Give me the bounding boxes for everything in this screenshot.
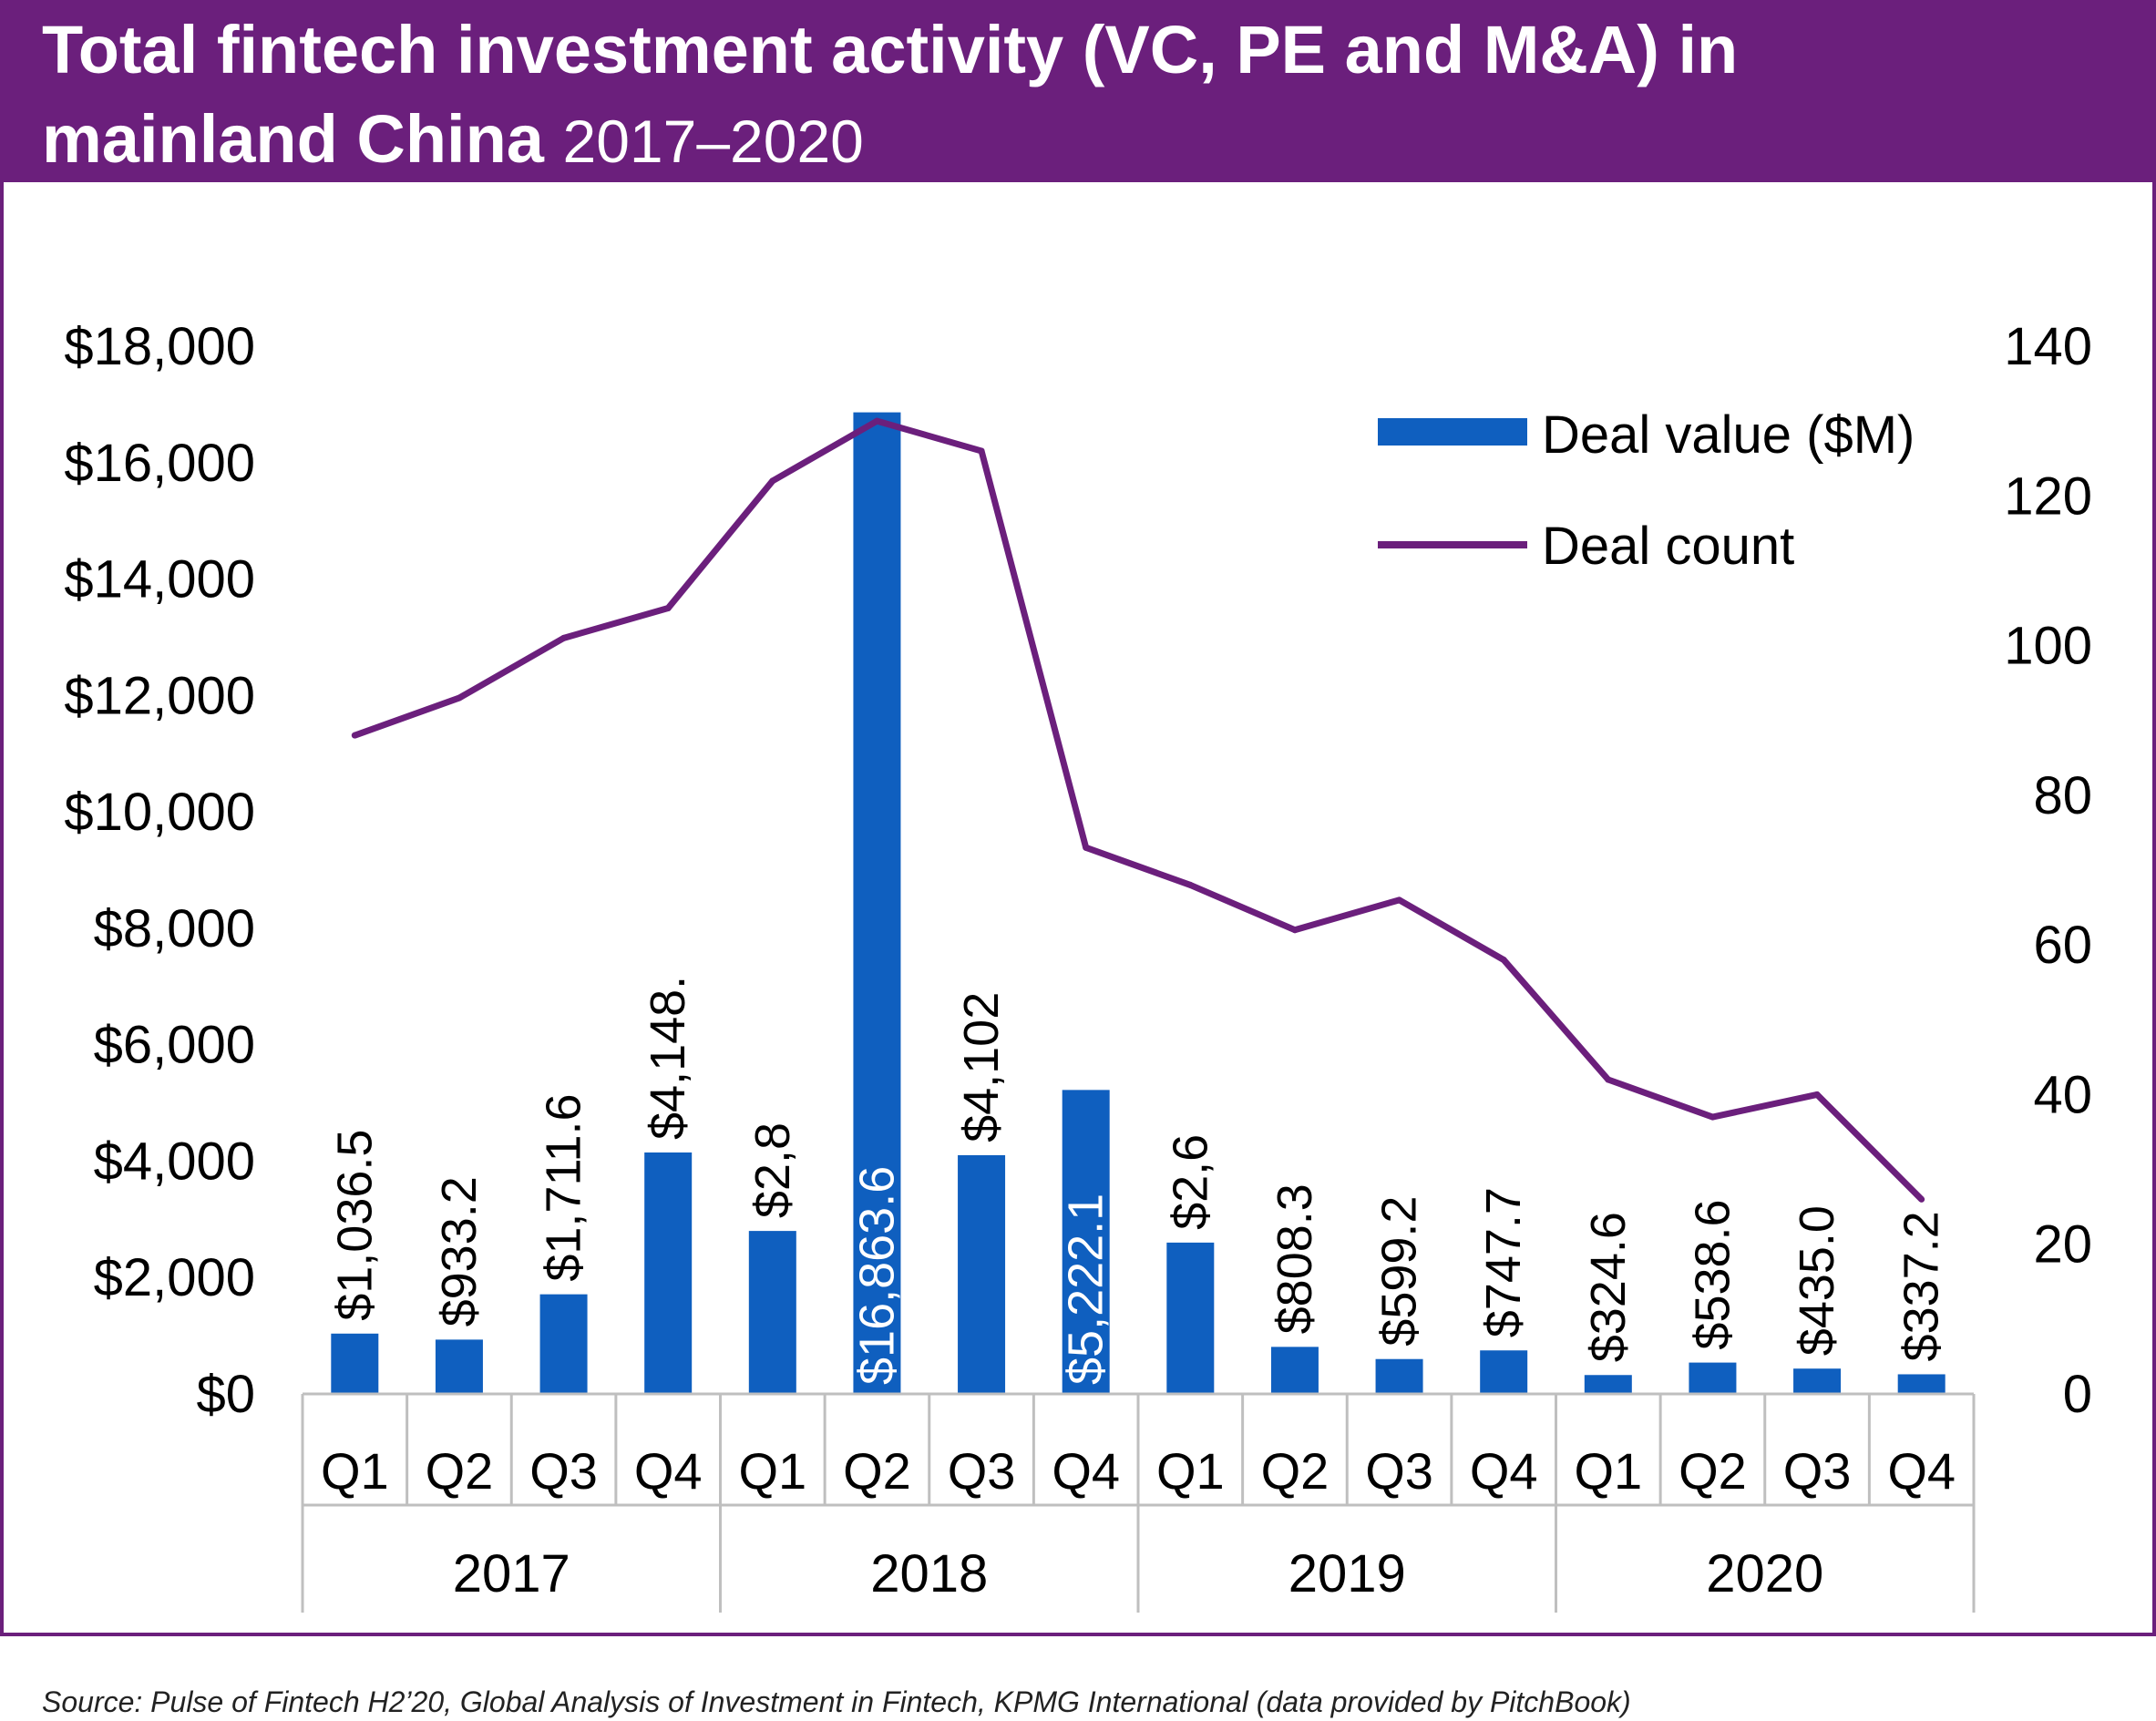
x-group-label: 2019	[1288, 1544, 1406, 1603]
x-tick-label: Q3	[529, 1442, 598, 1500]
bar-data-label: $2,6	[1163, 1134, 1217, 1230]
x-tick-label: Q1	[1574, 1442, 1642, 1500]
y-right-tick-label: 140	[2004, 317, 2092, 376]
source-note: Source: Pulse of Fintech H2’20, Global A…	[42, 1685, 1631, 1718]
bar-data-label: $4,102	[954, 992, 1009, 1142]
line-point-deal-count	[1605, 1076, 1612, 1083]
line-point-deal-count	[1918, 1195, 1925, 1203]
bar-data-label: $933.2	[432, 1176, 487, 1327]
x-tick-label: Q2	[1679, 1442, 1747, 1500]
bar-deal-value	[1793, 1368, 1842, 1394]
bar-deal-value	[1584, 1375, 1632, 1394]
y-right-tick-label: 40	[2033, 1065, 2092, 1124]
y-right-tick-label: 0	[2063, 1365, 2092, 1424]
y-left-tick-label: $2,000	[94, 1248, 255, 1307]
y-left-tick-label: $12,000	[64, 666, 255, 725]
line-point-deal-count	[1186, 881, 1194, 888]
bar-data-label: $16,863.6	[849, 1166, 904, 1385]
legend-label-deal-value: Deal value ($M)	[1542, 405, 1915, 465]
bar-deal-value	[1375, 1358, 1423, 1394]
bar-data-label: $324.6	[1581, 1212, 1636, 1362]
x-group-label: 2017	[453, 1544, 570, 1603]
bar-deal-value	[1897, 1374, 1946, 1394]
y-left-tick-label: $14,000	[64, 550, 255, 610]
y-left-tick-label: $10,000	[64, 783, 255, 842]
chart-title: Total fintech investment activity (VC, P…	[42, 12, 1739, 87]
line-point-deal-count	[1396, 896, 1403, 904]
line-point-deal-count	[560, 634, 568, 641]
y-left-tick-label: $8,000	[94, 899, 255, 958]
title-bar: Total fintech investment activity (VC, P…	[0, 0, 2156, 182]
y-right-tick-label: 100	[2004, 617, 2092, 676]
x-tick-label: Q3	[948, 1442, 1016, 1500]
legend-label-deal-count: Deal count	[1542, 517, 1794, 576]
bar-deal-value	[331, 1333, 379, 1394]
y-right-tick-label: 80	[2033, 766, 2092, 825]
bar-data-label: $599.2	[1372, 1196, 1427, 1347]
bar-deal-value	[1062, 1090, 1110, 1394]
bar-data-label: $4,148.	[641, 976, 695, 1140]
line-point-deal-count	[1500, 957, 1507, 964]
bar-data-label: $747.7	[1476, 1187, 1531, 1337]
x-tick-label: Q1	[1156, 1442, 1225, 1500]
bar-data-label: $538.6	[1685, 1199, 1740, 1349]
bar-deal-value	[1166, 1242, 1215, 1394]
x-tick-label: Q4	[634, 1442, 703, 1500]
line-point-deal-count	[1813, 1091, 1821, 1098]
line-point-deal-count	[769, 477, 776, 485]
x-group-label: 2018	[870, 1544, 988, 1603]
x-tick-label: Q3	[1365, 1442, 1433, 1500]
bar-data-label: $1,711.6	[537, 1093, 591, 1281]
x-tick-label: Q4	[1470, 1442, 1538, 1500]
bar-deal-value	[435, 1339, 483, 1394]
bar-data-label: $435.0	[1790, 1205, 1844, 1356]
bar-data-label: $1,036.5	[327, 1130, 382, 1321]
line-point-deal-count	[664, 605, 672, 611]
bar-deal-value	[539, 1294, 588, 1394]
bar-deal-value	[958, 1154, 1006, 1394]
bar-deal-value	[1270, 1347, 1319, 1394]
bar-data-label: $2,8	[745, 1122, 800, 1218]
x-tick-label: Q1	[738, 1442, 806, 1500]
y-left-tick-label: $6,000	[94, 1016, 255, 1075]
bar-data-label: $5,222.1	[1059, 1193, 1114, 1385]
bar-data-label: $808.3	[1268, 1183, 1322, 1334]
chart-subtitle: 2017–2020	[562, 108, 864, 175]
y-left-tick-label: $18,000	[64, 317, 255, 376]
bar-deal-value	[748, 1231, 796, 1394]
y-right-tick-label: 20	[2033, 1215, 2092, 1275]
bar-data-label: $337.2	[1894, 1211, 1949, 1361]
bar-deal-value	[1689, 1362, 1737, 1394]
x-tick-label: Q1	[321, 1442, 389, 1500]
chart-title-line2: mainland China 2017–2020	[42, 100, 864, 178]
x-tick-label: Q4	[1887, 1442, 1956, 1500]
line-point-deal-count	[978, 447, 985, 455]
line-point-deal-count	[1709, 1113, 1716, 1121]
x-tick-label: Q2	[843, 1442, 911, 1500]
x-group-label: 2020	[1706, 1544, 1823, 1603]
chart-title-region: mainland China	[42, 101, 544, 177]
x-tick-label: Q3	[1783, 1442, 1852, 1500]
line-point-deal-count	[351, 732, 358, 739]
bar-deal-value	[853, 412, 901, 1395]
line-point-deal-count	[456, 694, 463, 702]
y-right-tick-label: 120	[2004, 466, 2092, 526]
y-left-tick-label: $4,000	[94, 1132, 255, 1191]
x-tick-label: Q2	[1261, 1442, 1330, 1500]
x-tick-label: Q4	[1052, 1442, 1120, 1500]
bar-deal-value	[644, 1152, 693, 1394]
line-point-deal-count	[1291, 927, 1299, 934]
y-left-tick-label: $16,000	[64, 434, 255, 493]
y-right-tick-label: 60	[2033, 916, 2092, 975]
legend-swatch-deal-value	[1378, 418, 1527, 446]
line-deal-count	[354, 417, 1925, 1202]
line-point-deal-count	[1083, 844, 1090, 851]
y-left-tick-label: $0	[196, 1365, 255, 1424]
line-point-deal-count	[873, 417, 880, 425]
bar-deal-value	[1480, 1350, 1528, 1394]
x-tick-label: Q2	[426, 1442, 494, 1500]
